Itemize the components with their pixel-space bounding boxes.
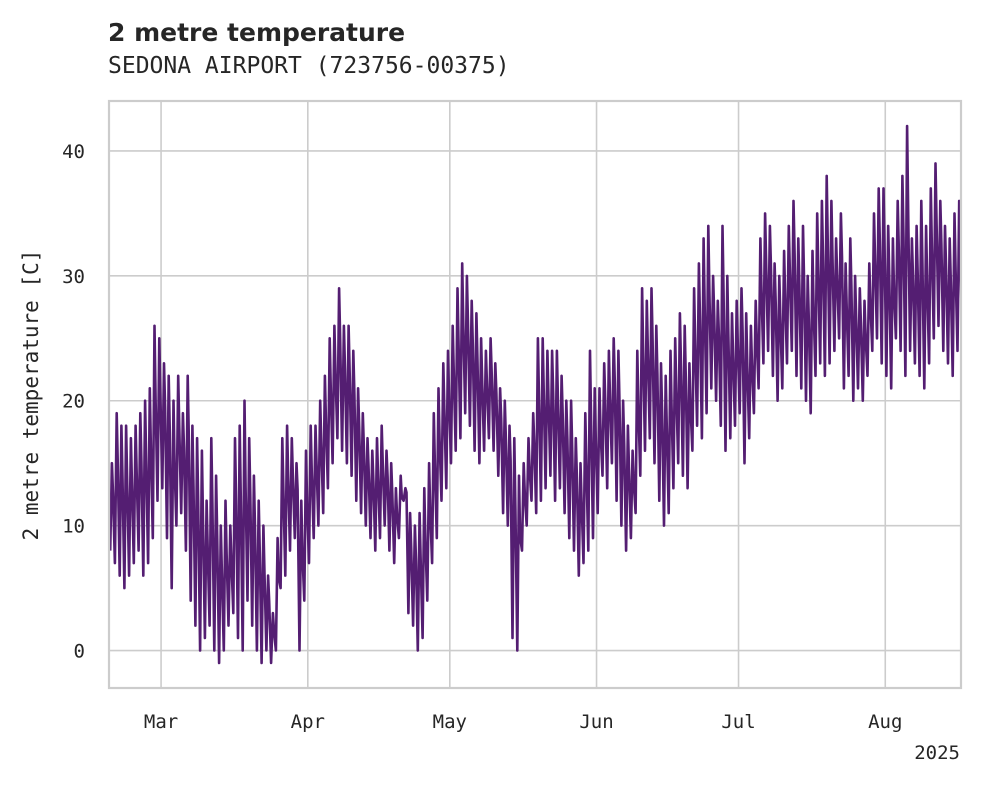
y-tick-label: 20 — [62, 391, 85, 413]
x-tick-label: Apr — [291, 711, 325, 733]
temperature-series-line — [109, 124, 961, 665]
y-tick-label: 10 — [62, 516, 85, 538]
x-tick-label: Jul — [721, 711, 755, 733]
plot-frame — [107, 99, 963, 690]
x-tick-label: Aug — [868, 711, 902, 733]
chart-subtitle: SEDONA AIRPORT (723756-00375) — [108, 53, 510, 79]
x-tick-label: May — [433, 711, 467, 733]
x-tick-labels: Mar Apr May Jun Jul Aug — [144, 711, 903, 733]
y-tick-label: 30 — [62, 266, 85, 288]
x-tick-label: Mar — [144, 711, 178, 733]
y-axis-label: 2 metre temperature [C] — [19, 250, 43, 541]
y-tick-labels: 0 10 20 30 40 — [62, 141, 85, 663]
x-axis-year-label: 2025 — [914, 742, 960, 764]
series-line-group — [109, 124, 961, 665]
x-tick-label: Jun — [579, 711, 613, 733]
y-tick-label: 40 — [62, 141, 85, 163]
y-tick-label: 0 — [74, 641, 85, 663]
chart-title: 2 metre temperature — [108, 18, 405, 47]
